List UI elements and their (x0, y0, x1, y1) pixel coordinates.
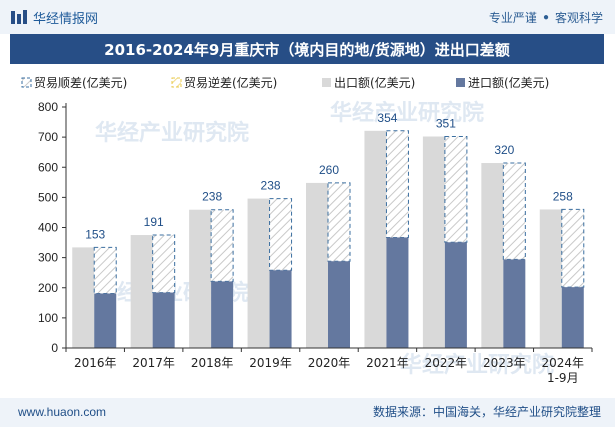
legend-label: 进口额(亿美元) (468, 75, 549, 90)
bar-import (94, 293, 117, 348)
bullet-icon: ● (542, 11, 549, 23)
x-tick-label: 1-9月 (547, 371, 579, 385)
data-label: 320 (494, 143, 514, 157)
x-tick-label: 2018年 (191, 356, 234, 370)
x-tick-label: 2019年 (249, 356, 292, 370)
legend-swatch-export (322, 78, 331, 87)
x-axis: 2016年 2017年 2018年 2019年 2020年 2021年 2022年 2023年… (65, 347, 593, 385)
bar-import (152, 292, 175, 348)
x-tick-label: 2020年 (308, 356, 351, 370)
data-label: 153 (85, 227, 105, 241)
watermark-text: 华经产业研究院 (330, 100, 484, 126)
bar-export (481, 163, 504, 348)
bar-surplus (444, 136, 468, 243)
data-label: 258 (553, 189, 573, 203)
bar-surplus (269, 198, 293, 271)
y-tick-label: 100 (38, 311, 58, 325)
brand[interactable]: 华经情报网 (10, 0, 98, 34)
bar-export (130, 235, 153, 348)
bar-surplus (561, 208, 585, 288)
legend: 贸易顺差(亿美元) 贸易逆差(亿美元) 出口额(亿美元) 进口额(亿美元) (21, 75, 549, 90)
watermark-text: 华经产业研究院 (95, 120, 249, 146)
x-tick-label: 2017年 (132, 356, 175, 370)
bar-surplus (93, 246, 117, 294)
bar-import (386, 237, 409, 348)
y-tick-label: 200 (38, 281, 58, 295)
legend-label: 贸易顺差(亿美元) (34, 75, 127, 90)
brand-logo-icon (11, 10, 27, 24)
legend-swatch-import (456, 78, 465, 87)
data-label: 238 (202, 190, 222, 204)
x-tick-label: 2022年 (425, 356, 468, 370)
legend-swatch-deficit (171, 77, 182, 88)
bar-import (269, 270, 292, 348)
bar-import (561, 287, 584, 348)
bar-export (189, 209, 212, 348)
y-tick-label: 0 (51, 341, 58, 355)
footer-source: 数据来源：中国海关，华经产业研究院整理 (372, 405, 601, 419)
data-label: 351 (436, 117, 456, 131)
tag-professional: 专业严谨 (488, 10, 537, 25)
bar-import (211, 281, 234, 348)
y-tick-label: 500 (38, 190, 58, 204)
watermark-text: 华经产业研究院 (400, 352, 554, 378)
bar-surplus (385, 130, 409, 238)
y-tick-label: 700 (38, 130, 58, 144)
data-label: 191 (144, 215, 164, 229)
bar-surplus (152, 234, 176, 294)
bar-export (364, 130, 387, 348)
y-tick-label: 400 (38, 221, 58, 235)
y-tick-label: 600 (38, 160, 58, 174)
bar-import (444, 242, 467, 348)
legend-label: 出口额(亿美元) (334, 75, 415, 90)
legend-label: 贸易逆差(亿美元) (184, 75, 277, 90)
x-tick-label: 2021年 (366, 356, 409, 370)
x-tick-label: 2024年 (542, 356, 585, 370)
top-bar: 华经情报网 专业严谨 ● 客观科学 (0, 0, 615, 34)
chart-title: 2016-2024年9月重庆市（境内目的地/货源地）进出口差额 (104, 40, 510, 59)
data-label: 260 (319, 163, 339, 177)
y-axis: 0 100 200 300 400 500 600 700 800 (38, 100, 67, 355)
bar-surplus (502, 162, 526, 260)
legend-swatch-surplus (21, 77, 32, 88)
bar-import (328, 261, 350, 348)
bar-surplus (327, 182, 351, 262)
header-tags: 专业严谨 ● 客观科学 (489, 0, 603, 34)
bar-export (72, 247, 95, 348)
title-bar: 2016-2024年9月重庆市（境内目的地/货源地）进出口差额 (10, 34, 604, 64)
bar-export (247, 198, 270, 348)
footer-site[interactable]: www.huaon.com (18, 405, 107, 419)
brand-name: 华经情报网 (33, 10, 99, 26)
x-tick-label: 2016年 (74, 356, 117, 370)
data-label: 354 (377, 111, 397, 125)
x-tick-label: 2023年 (483, 356, 526, 370)
bar-export (422, 136, 445, 348)
y-tick-label: 300 (38, 251, 58, 265)
tag-objective: 客观科学 (554, 10, 603, 25)
bar-import (503, 259, 526, 348)
footer: www.huaon.com 数据来源：中国海关，华经产业研究院整理 (0, 398, 615, 427)
bar-surplus (210, 209, 234, 282)
chart: 华经产业研究院华经产业研究院华经产业研究院华经产业研究院 贸易顺差(亿美元)贸易… (21, 75, 593, 385)
bars: 153 191 238 238 260 354 351 320 258 (72, 111, 585, 348)
y-tick-label: 800 (38, 100, 58, 114)
data-label: 238 (261, 179, 281, 193)
bar-export (539, 209, 562, 348)
bar-export (306, 182, 328, 348)
